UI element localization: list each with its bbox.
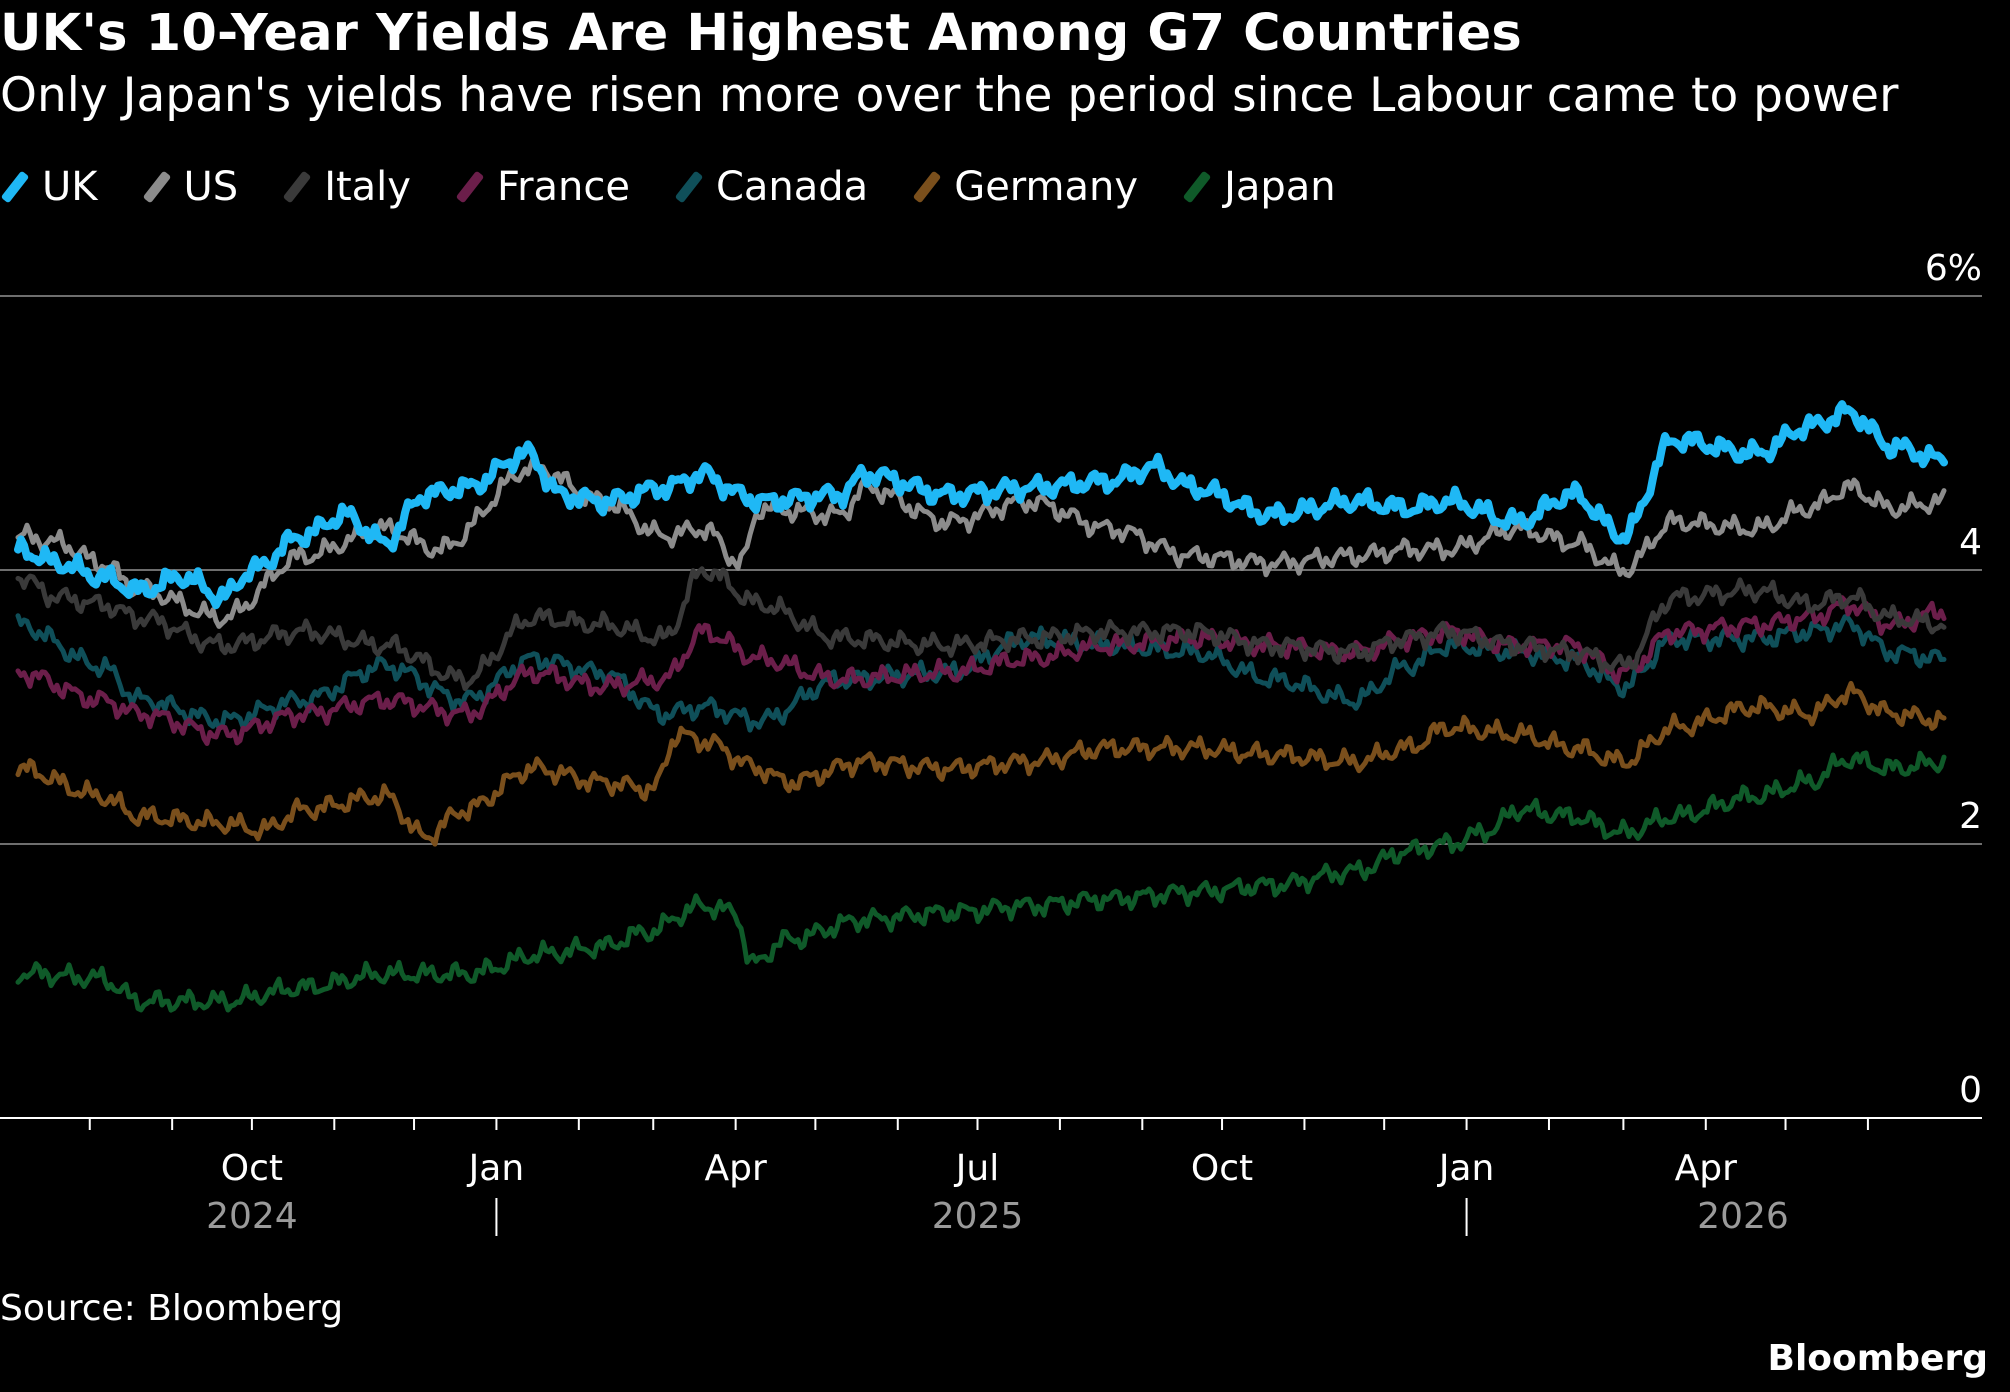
y-tick-label: 4 (1959, 522, 1982, 563)
x-year-label: 2026 (1697, 1196, 1789, 1237)
y-axis-labels: 0 2 4 6% (1925, 248, 1982, 1111)
legend-item-canada: Canada (674, 164, 868, 210)
legend-item-france: France (455, 164, 630, 210)
legend-label: US (183, 164, 239, 210)
series-lines (14, 400, 1948, 1013)
legend-item-germany: Germany (912, 164, 1138, 210)
legend-label: France (496, 164, 630, 210)
legend-item-uk: UK (0, 164, 98, 210)
chart-subtitle: Only Japan's yields have risen more over… (0, 68, 1899, 123)
series-line-germany (15, 680, 1947, 847)
x-tick-label: Jan (1437, 1148, 1495, 1189)
x-year-label: 2024 (206, 1196, 298, 1237)
x-tick-label: Jul (954, 1148, 999, 1189)
legend-label: Italy (324, 164, 411, 210)
legend-item-japan: Japan (1182, 164, 1336, 210)
x-tick-label: Apr (705, 1148, 767, 1189)
chart-title: UK's 10-Year Yields Are Highest Among G7… (0, 4, 1522, 63)
gridlines (0, 295, 1982, 845)
legend-label: Japan (1224, 164, 1336, 210)
x-axis: Oct Jan Apr Jul Oct Jan Apr 2024 2025 2026 (0, 1117, 1982, 1237)
series-line-canada (15, 613, 1947, 733)
x-tick-label: Jan (467, 1148, 525, 1189)
series-line-france (15, 595, 1947, 746)
x-tick-label: Oct (221, 1148, 283, 1189)
series-line-japan (15, 750, 1947, 1013)
legend-label: Germany (954, 164, 1139, 210)
x-tick-label: Oct (1191, 1148, 1253, 1189)
y-tick-label: 0 (1959, 1070, 1982, 1111)
x-year-label: 2025 (932, 1196, 1024, 1237)
x-tick-label: Apr (1675, 1148, 1737, 1189)
legend-item-us: US (142, 164, 239, 210)
source-note: Source: Bloomberg (0, 1288, 344, 1329)
legend: UK US Italy France Canada Germany Japan (0, 160, 1380, 214)
y-tick-label: 6% (1925, 248, 1982, 289)
series-line-us (15, 452, 1947, 629)
y-tick-label: 2 (1959, 796, 1982, 837)
series-line-italy (15, 566, 1947, 692)
legend-item-italy: Italy (282, 164, 411, 210)
brand-logo: Bloomberg (1767, 1338, 1988, 1379)
legend-label: UK (42, 164, 98, 210)
legend-label: Canada (715, 164, 869, 210)
series-line-uk (14, 400, 1948, 610)
